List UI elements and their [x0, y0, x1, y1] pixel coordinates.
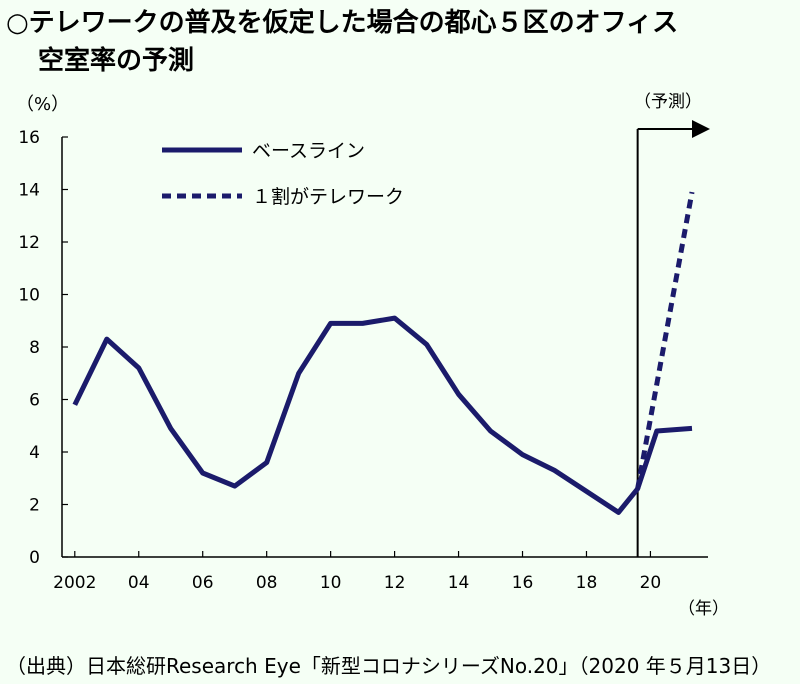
- x-tick-label: 18: [576, 573, 598, 593]
- x-tick-label: 10: [320, 573, 342, 593]
- y-tick-label: 10: [18, 286, 40, 306]
- chart-title-line2: 空室率の予測: [38, 46, 195, 76]
- y-tick-label: 12: [18, 233, 40, 253]
- series-line-telework: [635, 191, 695, 490]
- x-tick-label: 06: [192, 573, 214, 593]
- x-tick-label: 04: [128, 573, 150, 593]
- y-tick-label: 0: [29, 548, 40, 568]
- x-tick-label: 12: [384, 573, 406, 593]
- y-tick-label: 6: [29, 391, 40, 411]
- y-tick-label: 8: [29, 338, 40, 358]
- y-tick-label: 4: [29, 443, 40, 463]
- y-axis-unit-label: （%）: [16, 94, 70, 115]
- y-tick-label: 2: [29, 496, 40, 516]
- forecast-label: （予測）: [634, 92, 702, 112]
- x-tick-label: 2002: [53, 573, 96, 593]
- chart-title: ○テレワークの普及を仮定した場合の都心５区のオフィス 空室率の予測: [6, 4, 796, 80]
- y-tick-label: 16: [18, 128, 40, 148]
- source-note: （出典）日本総研Research Eye「新型コロナシリーズNo.20」（202…: [6, 654, 772, 678]
- chart-title-line1: ○テレワークの普及を仮定した場合の都心５区のオフィス: [6, 8, 679, 38]
- x-tick-label: 14: [448, 573, 470, 593]
- y-tick-label: 14: [18, 181, 40, 201]
- series-line-baseline: [72, 315, 693, 515]
- x-tick-label: 16: [512, 573, 534, 593]
- x-tick-label: 20: [640, 573, 662, 593]
- forecast-arrow-head: [692, 120, 710, 138]
- legend-label: １割がテレワーク: [252, 186, 404, 208]
- x-axis-unit-label: （年）: [678, 599, 729, 619]
- x-tick-label: 08: [256, 573, 278, 593]
- legend-label: ベースライン: [252, 140, 365, 162]
